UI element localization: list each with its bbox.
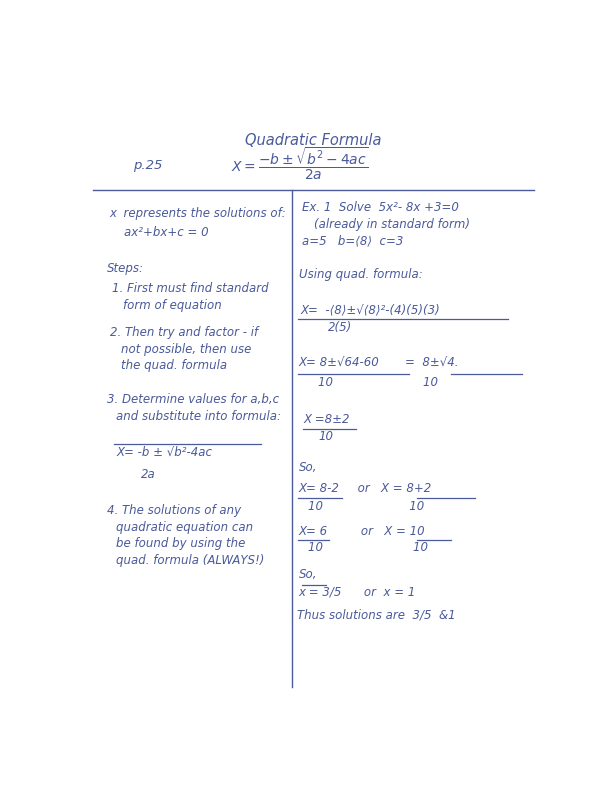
Text: So,: So, xyxy=(299,460,317,474)
Text: quad. formula (ALWAYS!): quad. formula (ALWAYS!) xyxy=(116,554,264,567)
Text: $X = \dfrac{-b\pm\sqrt{b^2-4ac}}{2a}$: $X = \dfrac{-b\pm\sqrt{b^2-4ac}}{2a}$ xyxy=(231,146,368,182)
Text: X= -b ± √b²-4ac: X= -b ± √b²-4ac xyxy=(117,445,213,459)
Text: (already in standard form): (already in standard form) xyxy=(314,218,469,230)
Text: 2(5): 2(5) xyxy=(328,322,352,334)
Text: form of equation: form of equation xyxy=(123,299,222,312)
Text: 1. First must find standard: 1. First must find standard xyxy=(112,283,269,295)
Text: a=5   b=⟨8⟩  c=3: a=5 b=⟨8⟩ c=3 xyxy=(302,235,403,248)
Text: X =8±2: X =8±2 xyxy=(303,413,349,426)
Text: X= 6         or   X = 10: X= 6 or X = 10 xyxy=(299,524,425,538)
Text: 10                        10: 10 10 xyxy=(318,376,438,390)
Text: Ex. 1  Solve  5x²- 8x +3=0: Ex. 1 Solve 5x²- 8x +3=0 xyxy=(302,201,458,215)
Text: 3. Determine values for a,b,c: 3. Determine values for a,b,c xyxy=(107,394,280,406)
Text: 2. Then try and factor - if: 2. Then try and factor - if xyxy=(110,326,258,340)
Text: p.25: p.25 xyxy=(133,158,162,172)
Text: and substitute into formula:: and substitute into formula: xyxy=(116,410,281,423)
Text: Thus solutions are  3/5  &1: Thus solutions are 3/5 &1 xyxy=(297,608,456,621)
Text: x  represents the solutions of:: x represents the solutions of: xyxy=(110,208,286,220)
Text: 2a: 2a xyxy=(141,468,155,481)
Text: Using quad. formula:: Using quad. formula: xyxy=(299,268,423,281)
Text: Quadratic Formula: Quadratic Formula xyxy=(245,133,382,148)
Text: 10                        10: 10 10 xyxy=(308,541,428,554)
Text: X= 8-2     or   X = 8+2: X= 8-2 or X = 8+2 xyxy=(299,482,431,495)
Text: 10                       10: 10 10 xyxy=(308,501,424,513)
Text: 4. The solutions of any: 4. The solutions of any xyxy=(107,505,242,517)
Text: Steps:: Steps: xyxy=(107,262,144,276)
Text: quadratic equation can: quadratic equation can xyxy=(116,521,253,534)
Text: 10: 10 xyxy=(318,430,334,443)
Text: be found by using the: be found by using the xyxy=(116,538,245,550)
Text: not possible, then use: not possible, then use xyxy=(121,343,251,356)
Text: X= 8±√64-60       =  8±√4.: X= 8±√64-60 = 8±√4. xyxy=(299,357,459,370)
Text: the quad. formula: the quad. formula xyxy=(121,360,226,372)
Text: So,: So, xyxy=(299,569,317,581)
Text: x = 3/5      or  x = 1: x = 3/5 or x = 1 xyxy=(299,585,416,599)
Text: ax²+bx+c = 0: ax²+bx+c = 0 xyxy=(124,226,209,238)
Text: X=  -⟨8⟩±√⟨8⟩²-(4)(5)(3): X= -⟨8⟩±√⟨8⟩²-(4)(5)(3) xyxy=(301,303,441,316)
